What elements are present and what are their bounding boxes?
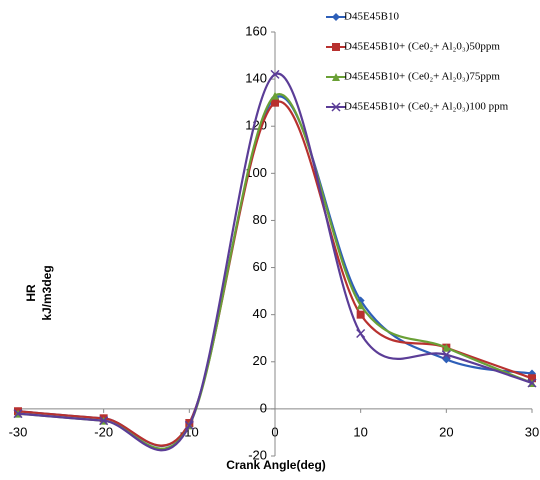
x-tick-label: -20 bbox=[94, 424, 113, 439]
marker bbox=[270, 69, 280, 79]
marker bbox=[271, 91, 279, 100]
y-axis-label: kJ/m3deg bbox=[40, 265, 54, 320]
marker bbox=[99, 416, 109, 426]
marker bbox=[441, 350, 451, 360]
legend-label: D45E45B10+ (Ce0₂+ Al₂0₃)100 ppm bbox=[344, 101, 509, 113]
legend-label: D45E45B10+ (Ce0₂+ Al₂0₃)75ppm bbox=[344, 71, 500, 83]
y-tick-label: 20 bbox=[253, 353, 267, 368]
marker bbox=[13, 409, 23, 419]
x-tick-label: 20 bbox=[439, 424, 453, 439]
x-tick-label: 30 bbox=[525, 424, 539, 439]
y-tick-label: -20 bbox=[248, 447, 267, 462]
y-tick-label: 140 bbox=[245, 71, 267, 86]
marker bbox=[332, 73, 340, 81]
x-axis-label: Crank Angle(deg) bbox=[226, 458, 326, 472]
y-tick-label: 60 bbox=[253, 259, 267, 274]
marker bbox=[356, 310, 365, 319]
x-tick-label: 10 bbox=[353, 424, 367, 439]
y-tick-label: 160 bbox=[245, 23, 267, 38]
marker bbox=[184, 420, 194, 430]
marker bbox=[271, 98, 279, 107]
marker bbox=[332, 13, 340, 21]
marker bbox=[331, 102, 341, 112]
y-tick-label: 0 bbox=[260, 400, 267, 415]
marker bbox=[356, 301, 365, 310]
marker bbox=[332, 43, 340, 51]
series-line bbox=[17, 100, 533, 447]
marker bbox=[527, 378, 537, 388]
legend-label: D45E45B10+ (Ce0₂+ Al₂0₃)50ppm bbox=[344, 41, 500, 53]
y-axis-label: HR bbox=[24, 284, 38, 302]
marker bbox=[528, 374, 536, 383]
x-tick-label: 0 bbox=[271, 424, 278, 439]
y-tick-label: 80 bbox=[253, 212, 267, 227]
legend-label: D45E45B10 bbox=[344, 11, 400, 23]
y-tick-label: 40 bbox=[253, 306, 267, 321]
marker bbox=[356, 328, 366, 339]
marker bbox=[442, 343, 451, 352]
x-tick-label: -30 bbox=[9, 424, 28, 439]
